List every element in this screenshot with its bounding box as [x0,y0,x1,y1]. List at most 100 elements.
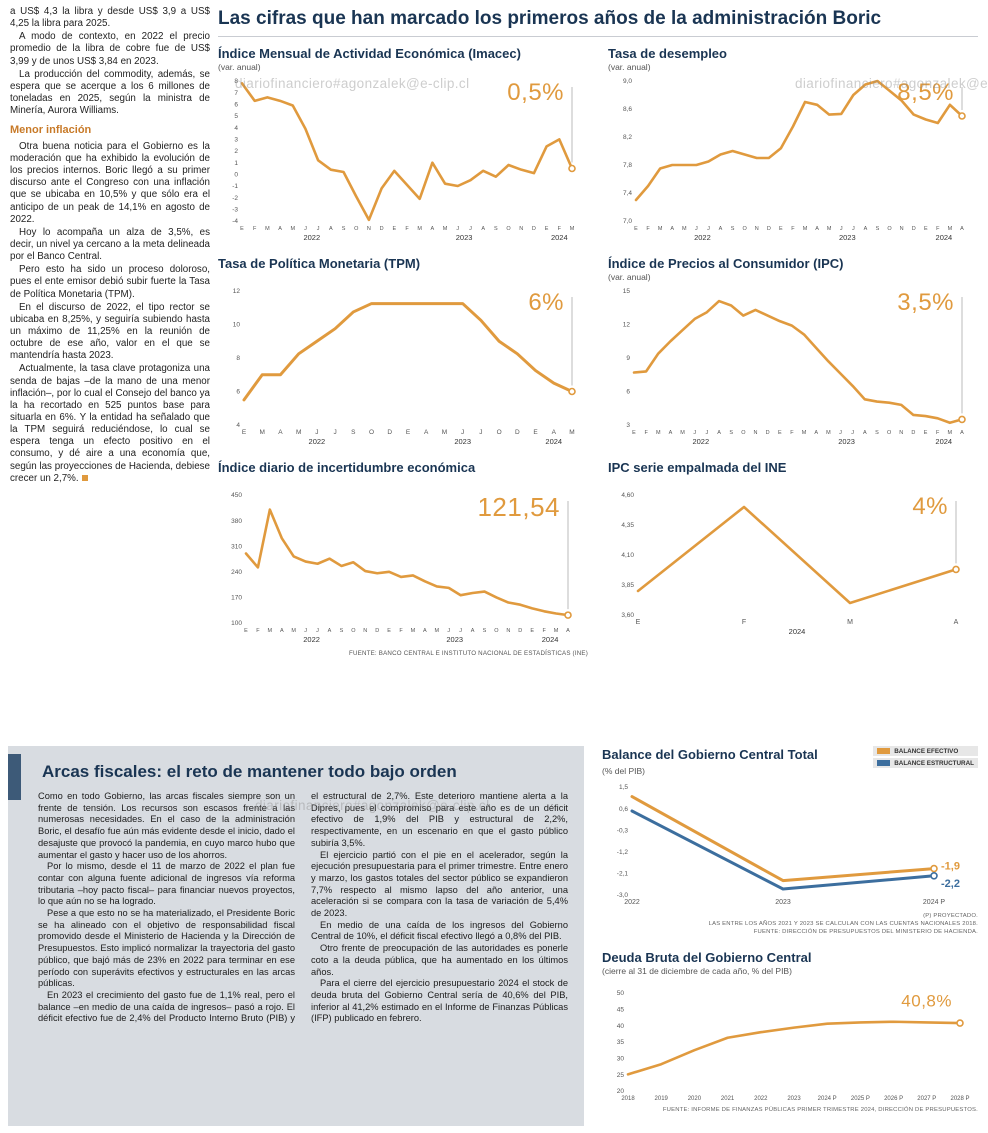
chart-ipc-empalmada: IPC serie empalmada del INE 4,60 4,35 4,10… [608,460,978,657]
svg-text:O: O [494,628,499,634]
svg-text:M: M [802,430,807,436]
svg-text:E: E [632,430,636,436]
svg-text:M: M [417,226,422,232]
svg-text:A: A [329,226,333,232]
svg-text:M: M [682,226,687,232]
chart-subtitle: (% del PIB) [602,766,645,776]
svg-text:M: M [656,430,661,436]
svg-text:25: 25 [617,1072,625,1079]
svg-text:9: 9 [626,355,630,362]
svg-text:12: 12 [233,288,241,295]
svg-text:2019: 2019 [655,1096,669,1102]
svg-text:4,60: 4,60 [621,492,634,499]
svg-text:J: J [304,226,307,232]
svg-text:M: M [570,226,575,232]
svg-text:10: 10 [233,322,241,329]
svg-text:J: J [852,226,855,232]
svg-text:-1,2: -1,2 [617,849,629,856]
svg-text:121,54: 121,54 [477,492,560,522]
deuda-plot: 50 45 40 35 30 25 20 2018 2019 2020 2021 2022 2023 20… [602,977,978,1105]
paragraph: A modo de contexto, en 2022 el precio pr… [10,31,210,67]
article-paragraphs: Otra buena noticia para el Gobierno es l… [10,141,210,485]
svg-text:D: D [375,628,379,634]
svg-text:380: 380 [231,518,242,525]
left-article-column: a US$ 4,3 la libra y desde US$ 3,9 a US$… [10,6,210,486]
chart-title: Índice Mensual de Actividad Económica (I… [218,46,521,61]
legend-swatch [877,760,891,766]
svg-text:S: S [731,226,735,232]
svg-text:8,2: 8,2 [623,134,632,141]
svg-text:E: E [924,226,928,232]
svg-text:O: O [741,430,746,436]
article-end-marker [81,474,88,481]
svg-text:J: J [839,430,842,436]
svg-text:12: 12 [623,322,631,329]
chart-title: Tasa de Política Monetaria (TPM) [218,255,421,271]
svg-text:4,10: 4,10 [621,552,634,559]
svg-text:2023: 2023 [456,233,473,242]
chart-incertidumbre: Índice diario de incertidumbre económica… [218,459,588,657]
svg-text:J: J [316,628,319,634]
svg-text:3,85: 3,85 [621,582,634,589]
svg-text:A: A [423,628,427,634]
svg-text:4: 4 [236,422,240,429]
svg-text:-4: -4 [232,218,238,225]
svg-text:A: A [670,226,674,232]
svg-text:A: A [960,226,964,232]
svg-text:E: E [779,226,783,232]
svg-text:2024: 2024 [551,233,568,242]
svg-text:O: O [506,226,511,232]
svg-text:E: E [634,226,638,232]
svg-text:E: E [778,430,782,436]
balance-header: Balance del Gobierno Central Total BALAN… [602,746,978,768]
svg-text:-1,9: -1,9 [941,861,960,873]
svg-text:0,5%: 0,5% [507,79,564,106]
svg-text:M: M [435,628,440,634]
svg-text:M: M [803,226,808,232]
svg-text:F: F [256,628,260,634]
svg-text:N: N [755,226,759,232]
svg-text:A: A [566,628,570,634]
svg-text:N: N [367,226,371,232]
svg-text:2022: 2022 [309,437,326,446]
svg-text:3: 3 [234,136,238,143]
svg-text:6: 6 [234,101,238,108]
svg-text:6%: 6% [528,289,564,316]
svg-text:4%: 4% [912,493,948,520]
svg-text:2028 P: 2028 P [950,1096,969,1102]
svg-text:-0,3: -0,3 [617,827,629,834]
svg-text:2027 P: 2027 P [917,1096,936,1102]
svg-text:M: M [296,429,301,436]
svg-text:M: M [658,226,663,232]
chart-tpm: Tasa de Política Monetaria (TPM) 12 10 8 6 4… [218,255,588,449]
svg-text:A: A [814,430,818,436]
svg-text:40: 40 [617,1023,625,1030]
svg-text:J: J [706,430,709,436]
svg-text:E: E [530,628,534,634]
svg-text:2021: 2021 [721,1096,735,1102]
svg-text:O: O [351,628,356,634]
chart-title: Índice diario de incertidumbre económica [218,459,476,475]
svg-text:D: D [515,429,520,436]
svg-text:D: D [766,430,770,436]
chart-subtitle: (var. anual) [218,61,261,72]
svg-text:E: E [406,429,411,436]
desempleo-plot: 9,0 8,6 8,2 7,8 7,4 7,0 E F M A M J J A S O N D E F M A M J J A S O… [608,73,978,245]
svg-text:7,0: 7,0 [623,218,632,225]
svg-text:F: F [405,226,409,232]
svg-text:M: M [569,429,574,436]
svg-text:E: E [545,226,549,232]
chart-subtitle [218,476,588,487]
svg-text:7,8: 7,8 [623,162,632,169]
svg-text:A: A [960,430,964,436]
svg-text:M: M [826,430,831,436]
svg-text:E: E [533,429,538,436]
svg-text:M: M [827,226,832,232]
svg-text:J: J [456,226,459,232]
svg-text:3,5%: 3,5% [897,289,954,316]
chart-title: Deuda Bruta del Gobierno Central [602,949,812,965]
svg-text:J: J [693,430,696,436]
svg-text:D: D [380,226,384,232]
svg-text:J: J [479,429,482,436]
svg-text:-2: -2 [232,195,238,202]
